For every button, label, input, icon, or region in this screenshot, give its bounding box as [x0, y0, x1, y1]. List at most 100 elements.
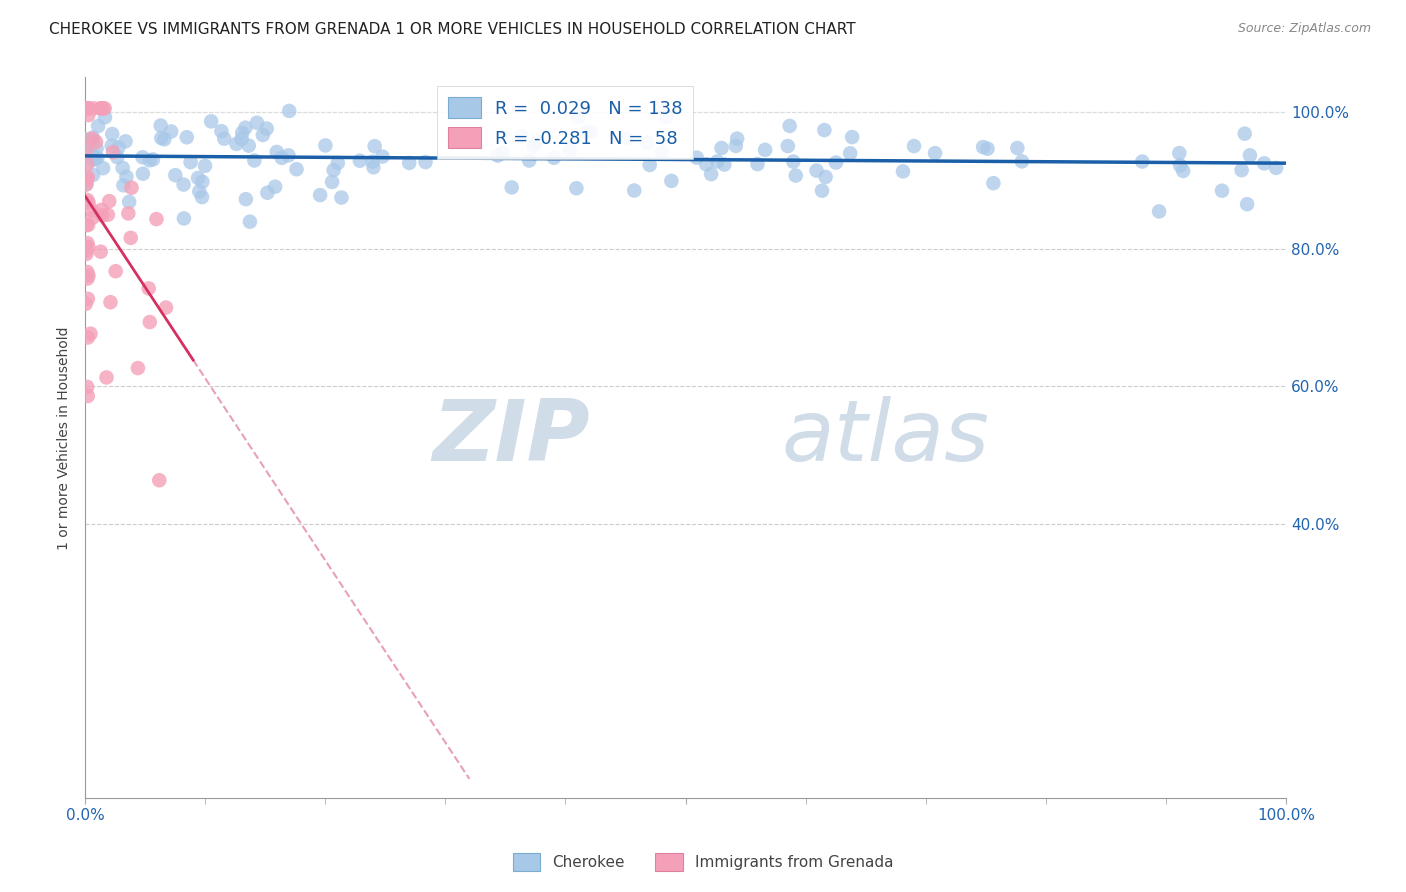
Point — [76, 173, 98, 187]
Point — [321, 175, 343, 189]
Point — [1173, 164, 1195, 178]
Point — [93, 101, 115, 115]
Point — [194, 159, 217, 173]
Point — [710, 141, 733, 155]
Point — [526, 135, 548, 149]
Point — [91, 209, 114, 223]
Point — [239, 215, 262, 229]
Point — [75, 133, 97, 147]
Point — [76, 193, 98, 207]
Point — [725, 131, 748, 145]
Point — [706, 154, 728, 169]
Point — [491, 146, 513, 161]
Point — [806, 163, 828, 178]
Point — [76, 101, 98, 115]
Point — [75, 240, 97, 254]
Point — [1147, 204, 1170, 219]
Point — [138, 281, 160, 295]
Point — [565, 181, 588, 195]
Point — [77, 240, 100, 254]
Point — [785, 169, 807, 183]
Point — [121, 180, 143, 194]
Point — [326, 156, 349, 170]
Point — [160, 124, 183, 138]
Point — [76, 330, 98, 344]
Point — [173, 211, 195, 226]
Point — [165, 168, 187, 182]
Point — [97, 208, 120, 222]
Point — [101, 127, 124, 141]
Point — [77, 268, 100, 283]
Point — [90, 101, 112, 115]
Point — [1253, 156, 1275, 170]
Point — [309, 188, 332, 202]
Point — [700, 167, 723, 181]
Point — [83, 101, 105, 115]
Point — [209, 124, 232, 138]
Point — [76, 101, 98, 115]
Point — [131, 150, 153, 164]
Point — [104, 264, 127, 278]
Point — [235, 120, 257, 135]
Point — [76, 380, 98, 394]
Point — [486, 148, 509, 162]
Point — [155, 301, 177, 315]
Point — [924, 146, 946, 161]
Point — [623, 184, 645, 198]
Point — [117, 206, 139, 220]
Point — [173, 178, 195, 192]
Point — [322, 163, 344, 178]
Point — [77, 195, 100, 210]
Point — [231, 126, 253, 140]
Point — [1236, 197, 1258, 211]
Point — [127, 361, 149, 376]
Point — [252, 128, 274, 142]
Point — [75, 247, 97, 261]
Text: ZIP: ZIP — [432, 396, 589, 479]
Point — [398, 156, 420, 170]
Point — [150, 131, 173, 145]
Point — [238, 138, 260, 153]
Point — [84, 135, 107, 149]
Point — [510, 129, 533, 144]
Point — [638, 158, 661, 172]
Point — [713, 157, 735, 171]
Point — [579, 125, 602, 139]
Point — [87, 119, 110, 133]
Point — [616, 131, 638, 145]
Point — [330, 190, 353, 204]
Point — [138, 153, 160, 168]
Point — [903, 139, 925, 153]
Point — [75, 244, 97, 259]
Point — [225, 136, 247, 151]
Point — [747, 157, 769, 171]
Point — [501, 180, 523, 194]
Point — [76, 292, 98, 306]
Point — [76, 177, 98, 191]
Point — [776, 139, 799, 153]
Point — [145, 212, 167, 227]
Point — [246, 116, 269, 130]
Point — [983, 176, 1005, 190]
Point — [76, 101, 98, 115]
Point — [90, 101, 112, 115]
Point — [231, 132, 253, 146]
Point — [149, 119, 172, 133]
Point — [90, 244, 112, 259]
Point — [180, 155, 202, 169]
Point — [75, 101, 97, 115]
Point — [76, 157, 98, 171]
Point — [314, 138, 336, 153]
Point — [1011, 154, 1033, 169]
Point — [91, 101, 114, 115]
Point — [118, 194, 141, 209]
Point — [814, 169, 837, 184]
Point — [75, 218, 97, 232]
Point — [1007, 141, 1029, 155]
Point — [105, 150, 128, 164]
Point — [754, 143, 776, 157]
Point — [176, 130, 198, 145]
Point — [349, 153, 371, 168]
Point — [270, 151, 292, 165]
Point — [558, 144, 581, 158]
